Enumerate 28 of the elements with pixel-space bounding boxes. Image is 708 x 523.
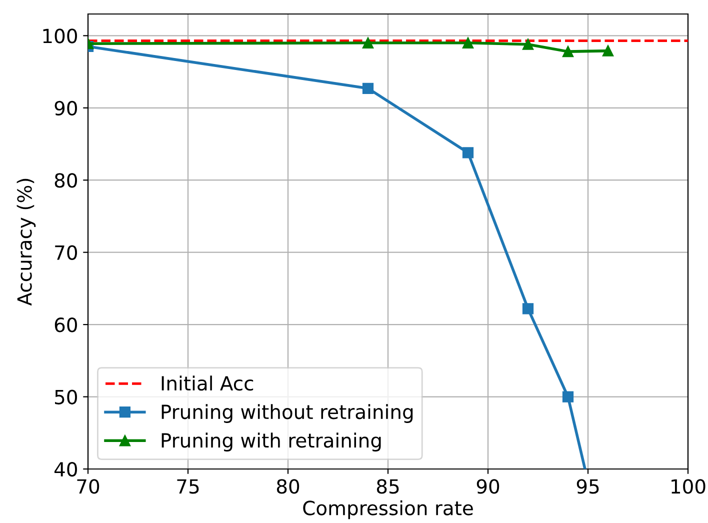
point: [462, 147, 474, 158]
y-tick-label: 50: [55, 390, 77, 404]
point: [602, 45, 614, 56]
x-tick-label: 95: [576, 479, 599, 494]
x-tick-label: 70: [77, 479, 100, 494]
legend-label: Initial Acc: [162, 376, 254, 391]
y-tick-label: 100: [43, 28, 77, 44]
y-tick-label: 60: [54, 318, 77, 332]
legend-label: Pruning without retraining: [162, 404, 413, 423]
point: [522, 303, 534, 314]
x-tick-label: 75: [177, 479, 199, 494]
point: [522, 38, 534, 50]
x-tick-label: 100: [672, 479, 706, 494]
point: [362, 82, 374, 94]
x-axis-title: Compression rate: [303, 500, 473, 520]
x-tick-label: 85: [376, 479, 399, 494]
point: [462, 37, 474, 48]
legend-label: Pruning with retraining: [162, 432, 381, 452]
point: [562, 391, 574, 402]
x-tick-label: 90: [476, 479, 500, 494]
y-tick-label: 90: [54, 100, 77, 116]
point: [562, 46, 574, 58]
y-tick-label: 40: [54, 462, 77, 477]
y-tick-label: 80: [54, 173, 77, 188]
y-axis-title: Accuracy (%): [16, 178, 36, 306]
y-tick-label: 70: [55, 245, 77, 260]
point: [362, 37, 374, 48]
x-tick-label: 80: [276, 479, 300, 494]
